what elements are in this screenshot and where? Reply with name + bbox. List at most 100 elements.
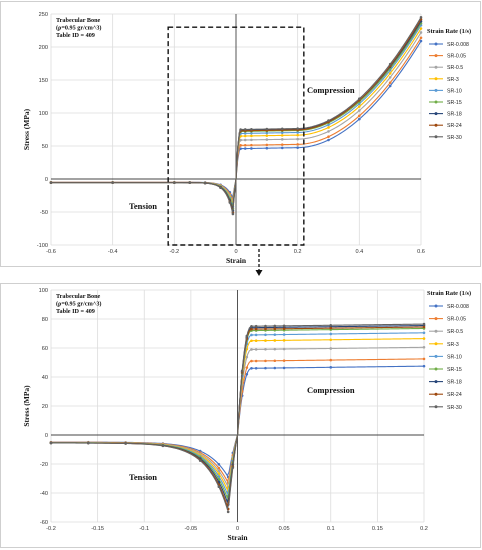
- legend-marker: [434, 135, 438, 139]
- data-point: [124, 442, 127, 445]
- data-point: [280, 131, 284, 135]
- compression-label: Compression: [307, 385, 355, 395]
- y-tick-label: 50: [42, 144, 48, 150]
- data-point: [280, 138, 284, 141]
- data-point: [296, 127, 299, 130]
- data-point: [265, 134, 269, 137]
- data-point: [358, 102, 361, 106]
- data-point: [264, 324, 267, 328]
- data-point: [280, 146, 284, 150]
- data-point: [217, 462, 221, 466]
- data-point: [273, 333, 277, 336]
- chart-info-line: Table ID = 409: [56, 32, 95, 39]
- data-point: [329, 326, 333, 330]
- zoomed-chart-panel: -0.2 -0.15 -0.1 -0.05 0 0.05 0.1 0.15 0.2 -60 -40 -…: [0, 283, 481, 548]
- data-point: [327, 123, 330, 127]
- zoom-arrow-head: [255, 270, 263, 276]
- data-point: [198, 459, 202, 462]
- data-point: [203, 181, 207, 185]
- data-point: [422, 325, 426, 329]
- data-point: [327, 130, 330, 133]
- legend-marker: [434, 88, 438, 92]
- data-point: [282, 339, 286, 342]
- y-tick-label: 100: [39, 288, 48, 294]
- data-point: [419, 39, 423, 43]
- data-point: [243, 134, 247, 138]
- data-point: [422, 346, 426, 349]
- x-tick-label: -0.6: [46, 249, 56, 255]
- y-tick-label: -100: [37, 243, 48, 249]
- data-point: [254, 327, 258, 331]
- data-point: [217, 469, 221, 473]
- data-point: [358, 109, 361, 112]
- x-tick-label: 0.15: [372, 526, 383, 532]
- data-point: [250, 134, 253, 138]
- data-point: [161, 444, 165, 448]
- data-point: [280, 143, 284, 146]
- data-point: [329, 366, 333, 369]
- data-point: [173, 181, 176, 184]
- legend-item: SR-24: [447, 123, 462, 129]
- data-point: [250, 367, 253, 370]
- data-point: [422, 357, 426, 361]
- data-point: [296, 131, 299, 134]
- data-point: [329, 338, 333, 342]
- data-point: [282, 324, 286, 328]
- legend-item: SR-0.008: [447, 42, 469, 48]
- data-point: [228, 201, 232, 204]
- x-tick-label: 0: [234, 249, 237, 255]
- compression-label: Compression: [307, 85, 355, 95]
- data-point: [265, 127, 269, 131]
- data-point: [188, 181, 192, 184]
- zoomed-chart: -0.2 -0.15 -0.1 -0.05 0 0.05 0.1 0.15 0.2 -60 -40 -…: [22, 288, 471, 542]
- data-point: [282, 366, 286, 370]
- legend-marker: [434, 405, 438, 409]
- data-point: [250, 348, 253, 351]
- y-tick-label: -50: [40, 210, 48, 216]
- data-point: [243, 138, 247, 142]
- data-point: [282, 347, 286, 351]
- data-point: [87, 441, 90, 445]
- y-tick-label: 40: [42, 375, 48, 381]
- legend-title: Strain Rate (1/s): [427, 28, 471, 35]
- data-point: [388, 84, 392, 88]
- data-point: [419, 36, 423, 40]
- legend-item: SR-10: [447, 354, 462, 360]
- data-point: [273, 324, 277, 328]
- legend-marker: [434, 100, 438, 104]
- legend-item: SR-0.008: [447, 304, 469, 310]
- data-point: [329, 358, 333, 362]
- x-tick-label: -0.2: [170, 249, 180, 255]
- data-point: [264, 366, 267, 370]
- data-point: [422, 322, 426, 326]
- legend-marker: [434, 112, 438, 116]
- data-point: [296, 146, 299, 149]
- data-point: [264, 359, 267, 363]
- data-point: [265, 146, 269, 150]
- data-point: [273, 347, 277, 351]
- data-point: [264, 347, 267, 351]
- legend-marker: [434, 54, 438, 58]
- x-tick-label: -0.4: [108, 249, 118, 255]
- legend-marker: [434, 342, 438, 346]
- y-tick-label: -20: [40, 462, 48, 468]
- data-point: [388, 72, 392, 75]
- data-point: [422, 337, 426, 340]
- data-point: [243, 147, 247, 150]
- chart-info-line: Trabecular Bone: [56, 17, 101, 24]
- y-tick-label: 250: [39, 12, 48, 18]
- data-point: [273, 359, 277, 363]
- data-point: [231, 466, 235, 469]
- data-point: [217, 472, 221, 476]
- data-point: [245, 366, 249, 369]
- data-point: [419, 27, 423, 30]
- data-point: [250, 128, 253, 131]
- legend-marker: [434, 123, 438, 127]
- data-point: [250, 359, 253, 363]
- data-point: [265, 131, 269, 135]
- data-point: [239, 128, 242, 131]
- x-tick-label: 0.05: [279, 526, 290, 532]
- y-tick-label: 0: [45, 177, 48, 183]
- data-point: [239, 138, 242, 142]
- x-tick-label: -0.15: [91, 526, 104, 532]
